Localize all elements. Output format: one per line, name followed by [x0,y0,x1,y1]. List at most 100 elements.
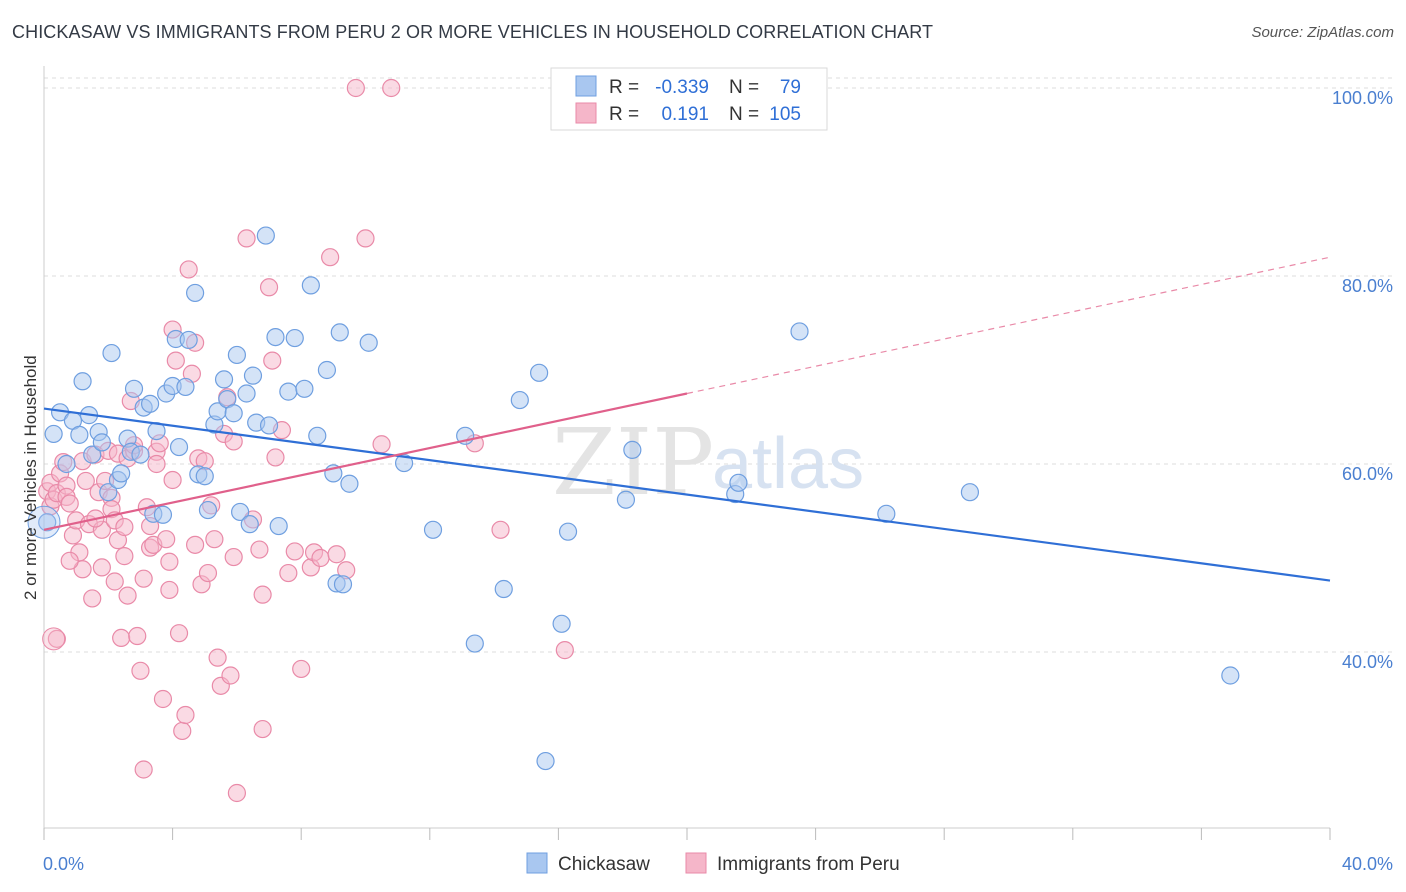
chickasaw-point-52 [308,426,327,445]
correlation-legend: R = -0.339 N = 79 R = 0.191 N = 105 [550,67,828,131]
bottom-legend-swatch-chickasaw [526,852,548,874]
peru-point-31 [115,547,134,566]
chickasaw-point-38 [224,404,243,423]
chickasaw-point-74 [729,473,748,492]
chickasaw-point-36 [214,370,234,389]
chickasaw-point-71 [616,490,636,509]
chickasaw-point-50 [285,328,304,348]
chickasaw-point-43 [243,366,263,385]
chickasaw-point-29 [179,330,198,350]
chickasaw-point-33 [198,500,218,520]
chickasaw-point-39 [227,345,246,365]
peru-point-22 [92,558,111,577]
y-tick-label-0: 40.0% [1342,652,1393,672]
chickasaw-point-51 [295,379,314,398]
chickasaw-point-68 [536,751,555,771]
chickasaw-point-75 [790,322,809,341]
peru-point-95 [555,641,574,660]
chickasaw-point-46 [259,416,279,435]
peru-point-37 [128,626,147,646]
chickasaw-point-12 [102,343,121,363]
source-label: Source: ZipAtlas.com [1251,24,1394,41]
chickasaw-point-45 [256,226,275,245]
chickasaw-point-28 [176,377,195,397]
peru-point-94 [491,520,510,539]
chickasaw-cluster-point [27,505,61,539]
y-axis-title: 2 or more Vehicles in Household [21,355,40,600]
bottom-legend-label-chickasaw: Chickasaw [558,854,650,875]
peru-point-65 [208,648,227,667]
chickasaw-point-27 [169,437,189,457]
peru-point-89 [346,78,365,98]
chickasaw-point-47 [266,328,285,347]
peru-point-16 [76,471,95,491]
legend-n-label-2: N = [729,104,759,125]
legend-n-value-peru: 105 [769,104,801,125]
chickasaw-point-11 [99,483,118,502]
x-tick-label-1: 40.0% [1342,854,1393,874]
chickasaw-point-20 [140,394,160,413]
peru-point-101 [224,547,243,567]
peru-point-62 [198,563,218,583]
peru-point-103 [253,585,272,604]
bottom-legend-label-peru: Immigrants from Peru [717,854,900,875]
legend-n-value-chickasaw: 79 [780,77,801,98]
peru-point-91 [372,435,391,454]
peru-point-10 [60,494,79,513]
peru-point-75 [253,719,272,739]
peru-point-81 [285,542,304,561]
y-tick-label-2: 80.0% [1342,276,1393,296]
x-tick-label-0: 0.0% [43,854,84,874]
chickasaw-point-72 [623,440,642,459]
peru-point-104 [115,517,134,537]
peru-point-56 [179,260,198,279]
y-tick-label-3: 100.0% [1332,88,1393,108]
legend-swatch-chickasaw [575,75,597,97]
peru-point-87 [327,545,346,564]
legend-r-label-2: R = [609,104,639,125]
peru-point-52 [166,351,185,370]
peru-point-76 [259,278,279,297]
chickasaw-point-64 [465,634,484,653]
chickasaw-point-6 [73,372,92,391]
peru-point-48 [157,530,176,549]
peru-point-69 [221,666,240,685]
legend-r-value-peru: 0.191 [661,104,709,125]
chickasaw-point-42 [240,515,259,534]
peru-point-102 [160,552,179,571]
peru-point-64 [205,530,224,549]
peru-point-86 [321,248,340,267]
peru-point-80 [279,563,298,583]
chickasaw-point-32 [195,467,214,486]
chickasaw-point-58 [333,575,353,594]
peru-point-18 [83,589,102,608]
peru-point-90 [356,229,375,248]
chickasaw-point-8 [83,445,102,464]
chickasaw-point-69 [552,614,571,633]
chickasaw-point-1 [44,424,63,444]
peru-point-5 [47,629,66,648]
tick-labels: 40.0% 60.0% 80.0% 100.0% 0.0% 40.0% [43,88,1393,874]
y-tick-label-1: 60.0% [1342,464,1393,484]
trend-lines [43,256,1331,582]
chickasaw-point-57 [330,323,349,342]
peru-point-32 [118,586,137,605]
peru-point-38 [131,661,150,680]
chickasaw-point-77 [960,483,980,502]
chickasaw-point-41 [237,384,256,403]
chickasaw-point-23 [153,505,173,524]
peru-point-47 [153,689,173,709]
chickasaw-point-54 [317,360,337,380]
trend-line-chickasaw [43,407,1331,582]
peru-point-92 [382,78,401,98]
chickasaw-point-62 [423,520,443,539]
peru-point-53 [169,624,189,643]
peru-point-55 [176,705,195,725]
peru-point-49 [160,580,179,600]
chart-title: CHICKASAW VS IMMIGRANTS FROM PERU 2 OR M… [12,22,934,42]
chickasaw-point-60 [359,333,378,352]
chickasaw-point-59 [340,474,359,493]
chickasaw-point-48 [269,516,288,536]
peru-point-30 [112,628,131,648]
